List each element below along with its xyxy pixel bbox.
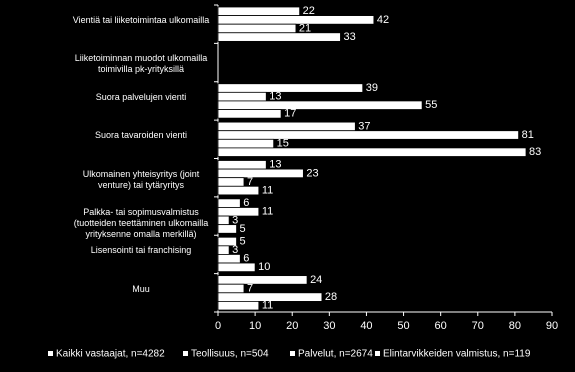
bar — [217, 138, 275, 149]
bar — [217, 121, 356, 132]
bar — [217, 83, 364, 93]
bar — [217, 100, 423, 110]
x-tick-label: 30 — [323, 320, 335, 332]
category-label: Suora palvelujen vienti — [95, 91, 187, 102]
legend-label: Kaikki vastaajat, n=4282 — [56, 349, 165, 360]
legend-swatch — [290, 351, 295, 356]
bar — [217, 32, 341, 42]
value-label: 39 — [366, 82, 378, 94]
value-label: 33 — [343, 31, 355, 43]
bar — [217, 147, 527, 157]
bar — [217, 275, 308, 285]
bar — [217, 198, 241, 208]
category-label: Suora tavaroiden vienti — [94, 130, 188, 141]
value-label: 13 — [269, 91, 281, 103]
bar — [217, 207, 260, 217]
x-tick-label: 80 — [509, 320, 521, 332]
bar — [217, 109, 282, 119]
category-label: Liiketoiminnan muodot ulkomailla toimivi… — [74, 53, 208, 75]
bar — [217, 91, 267, 102]
category-label: Lisensointi tai franchising — [90, 245, 192, 256]
category-label: Vientiä tai liiketoimintaa ulkomailla — [72, 15, 210, 25]
value-label: 11 — [262, 206, 273, 218]
value-label: 55 — [425, 99, 437, 111]
value-label: 24 — [310, 274, 322, 286]
x-tick-label: 70 — [472, 320, 484, 332]
value-label: 3 — [232, 214, 238, 226]
value-label: 7 — [247, 282, 253, 294]
value-label: 5 — [240, 223, 246, 235]
bar — [217, 177, 245, 187]
legend-swatch — [183, 351, 188, 356]
legend-label: Teollisuus, n=504 — [191, 349, 269, 360]
legend-label: Elintarvikkeiden valmistus, n=119 — [383, 349, 531, 360]
bar — [217, 301, 260, 311]
bar — [217, 23, 297, 34]
value-label: 81 — [522, 129, 534, 141]
bar — [217, 262, 256, 273]
value-label: 5 — [240, 235, 246, 247]
category-label: Muu — [132, 283, 150, 294]
bar — [217, 283, 245, 294]
value-label: 42 — [377, 14, 389, 26]
bar — [217, 160, 267, 170]
bar — [217, 215, 230, 226]
x-tick-label: 0 — [215, 320, 221, 332]
value-label: 11 — [262, 184, 273, 196]
value-label: 6 — [243, 197, 249, 209]
legend-swatch — [375, 351, 380, 356]
bar — [217, 224, 237, 234]
bar — [217, 130, 520, 140]
bar — [217, 6, 301, 16]
bar — [217, 15, 375, 25]
value-label: 7 — [247, 176, 253, 188]
x-tick-label: 90 — [546, 320, 558, 332]
bar — [217, 254, 241, 264]
legend-label: Palvelut, n=2674 — [298, 349, 373, 360]
value-label: 23 — [306, 167, 318, 179]
value-label: 6 — [243, 253, 249, 265]
value-label: 28 — [325, 291, 337, 303]
value-label: 83 — [529, 146, 541, 158]
value-label: 13 — [269, 159, 281, 171]
x-tick-label: 50 — [397, 320, 409, 332]
category-label: Ulkomainen yhteisyritys (joint venture) … — [82, 168, 200, 190]
bar — [217, 185, 260, 196]
category-label: Palkka- tai sopimusvalmistus (tuotteiden… — [73, 206, 209, 239]
value-label: 3 — [232, 244, 238, 256]
value-label: 11 — [262, 300, 273, 312]
bar — [217, 245, 230, 255]
bar — [217, 168, 304, 179]
value-label: 37 — [358, 120, 370, 132]
value-label: 21 — [299, 22, 311, 34]
value-label: 22 — [303, 5, 315, 17]
x-tick-label: 10 — [249, 320, 261, 332]
x-tick-label: 40 — [360, 320, 372, 332]
bar — [217, 292, 323, 302]
value-label: 15 — [277, 138, 289, 150]
legend-swatch — [48, 351, 53, 356]
x-tick-label: 20 — [286, 320, 298, 332]
x-tick-label: 60 — [435, 320, 447, 332]
value-label: 10 — [258, 261, 270, 273]
value-label: 17 — [284, 108, 296, 120]
